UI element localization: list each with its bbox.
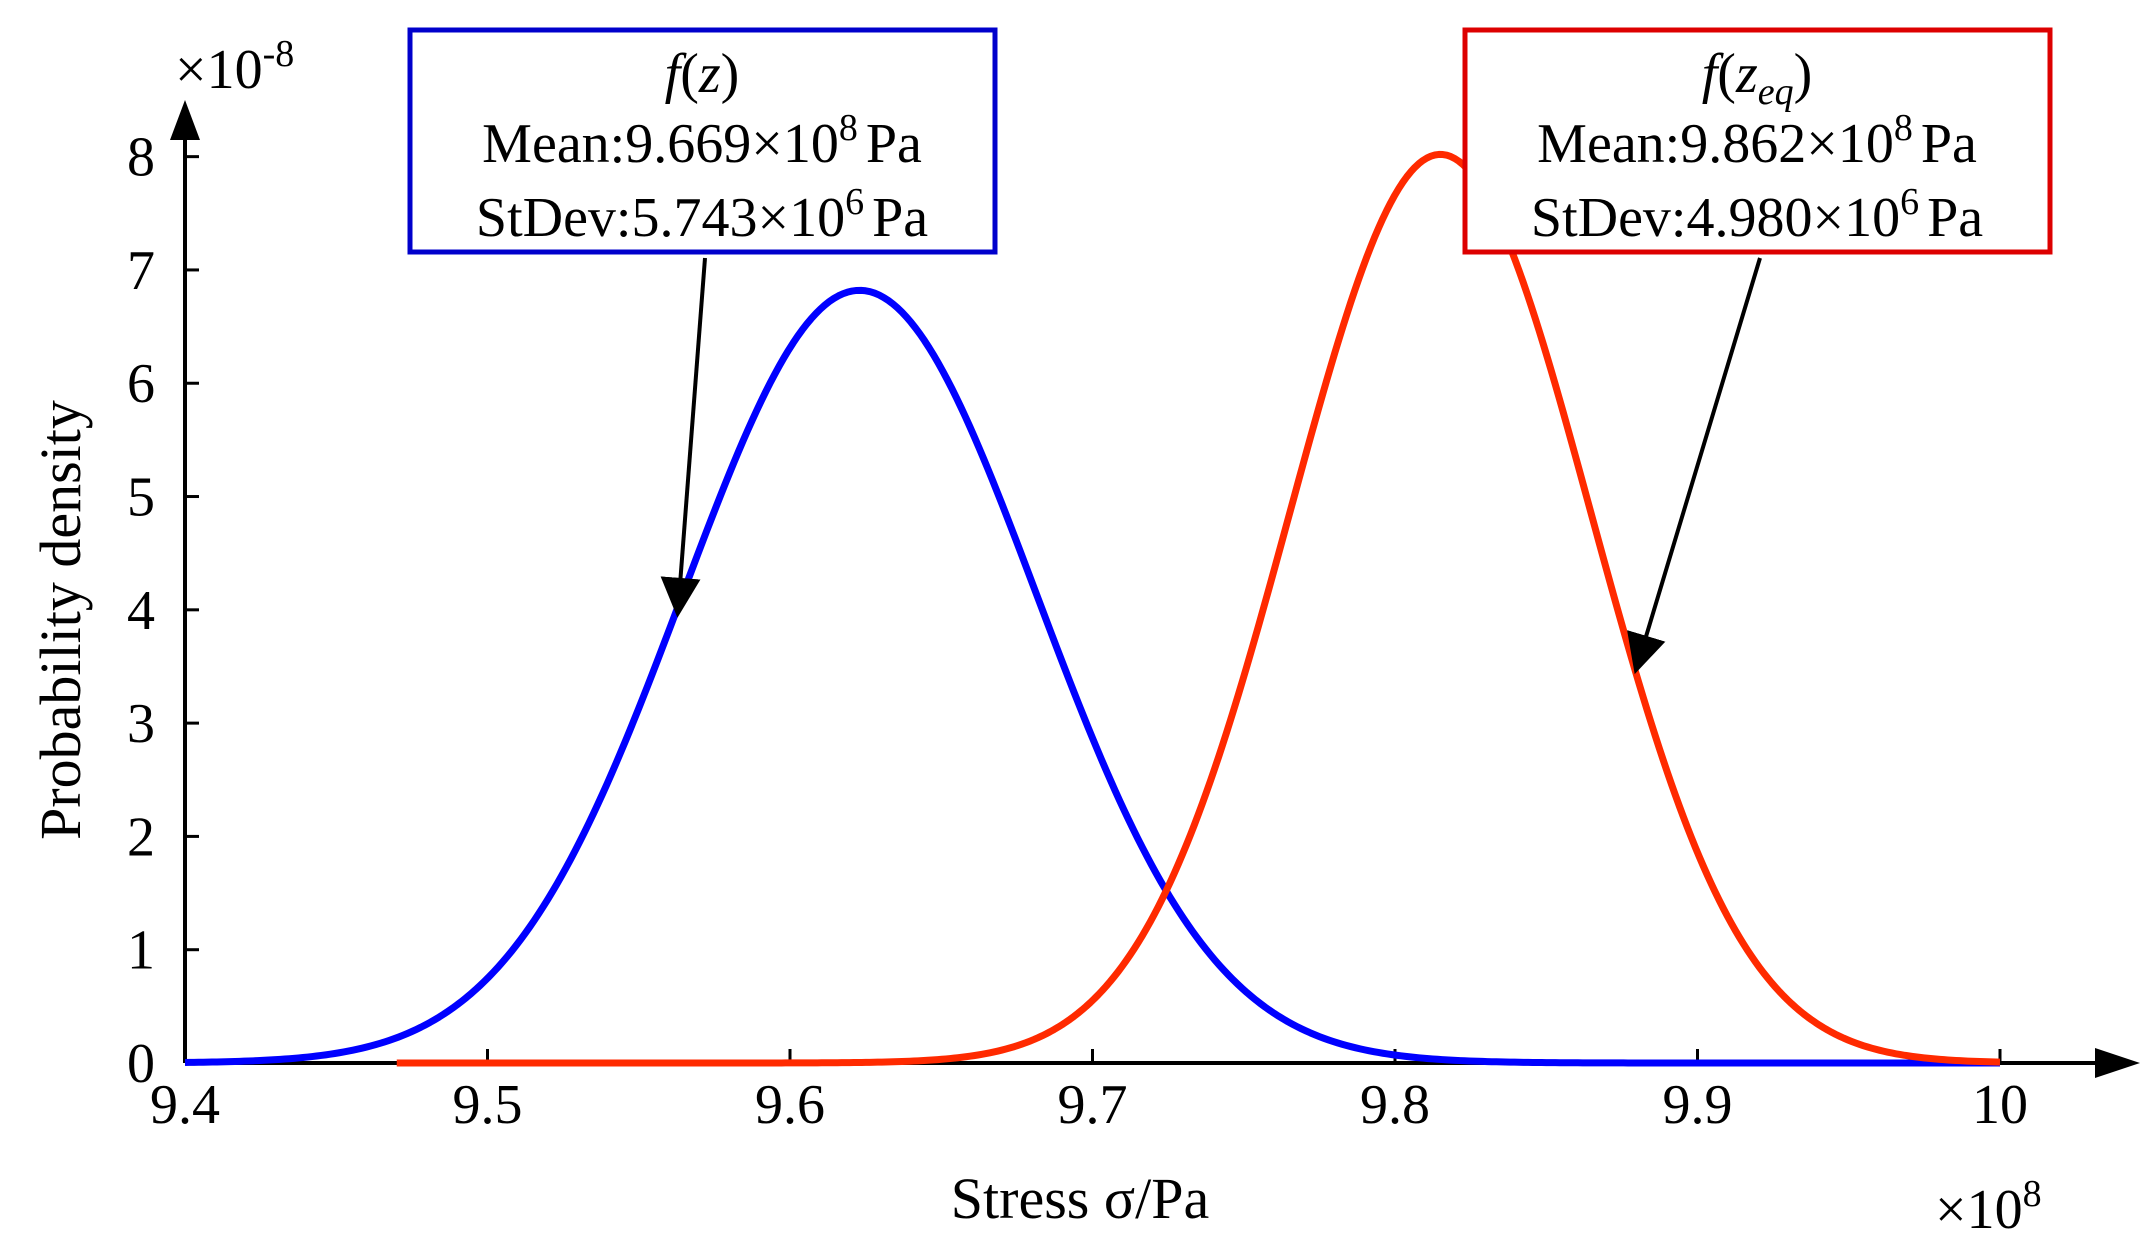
annotation-title-fz: f(z)	[665, 43, 740, 105]
y-tick-label: 2	[127, 806, 155, 868]
annotation-arrow-fz	[660, 257, 707, 618]
x-tick-label: 9.9	[1663, 1074, 1733, 1136]
annotation-frame-fz	[407, 27, 998, 255]
y-tick-label: 7	[127, 240, 155, 302]
annotation-mean-fzeq: Mean:9.862×108 Pa	[1537, 107, 1977, 175]
x-tick-label: 9.8	[1360, 1074, 1430, 1136]
y-tick-label: 6	[127, 353, 155, 415]
annotation-frame-fzeq	[1462, 27, 2053, 255]
series-line-fz	[184, 286, 2000, 1067]
y-tick-label: 3	[127, 693, 155, 755]
x-axis-arrow	[2095, 1048, 2140, 1078]
y-tick-label: 4	[127, 580, 155, 642]
x-tick-label: 9.5	[453, 1074, 523, 1136]
x-multiplier: ×108	[1935, 1173, 2042, 1241]
ticks: 9.4 9.5 9.6 9.7 9.8 9.9 10 0 1 2 3 4 5 6 7 8	[127, 127, 2028, 1136]
series-line-fzeq	[396, 150, 2001, 1067]
y-tick-label: 0	[127, 1033, 155, 1095]
x-tick-label: 10	[1972, 1074, 2028, 1136]
curves	[184, 150, 2001, 1067]
x-tick-label: 9.4	[150, 1074, 220, 1136]
x-axis-title: Stress σ/Pa	[951, 1166, 1209, 1231]
y-axis-arrow	[170, 100, 200, 140]
annotation-std-fzeq: StDev:4.980×106 Pa	[1531, 181, 1983, 249]
annotation-mean-fz: Mean:9.669×108 Pa	[482, 107, 922, 175]
y-tick-label: 5	[127, 467, 155, 529]
annotation-box-fz: f(z) Mean:9.669×108 Pa StDev:5.743×106 Pa	[407, 27, 998, 255]
y-axis-title: Probability density	[28, 400, 93, 840]
annotation-std-fz: StDev:5.743×106 Pa	[476, 181, 928, 249]
y-multiplier: ×10-8	[175, 33, 294, 101]
annotation-title-fzeq: f(zeq)	[1702, 43, 1813, 113]
x-tick-label: 9.7	[1058, 1074, 1128, 1136]
x-tick-label: 9.6	[755, 1074, 825, 1136]
annotation-arrow-fzeq	[1627, 257, 1762, 675]
y-tick-label: 1	[127, 920, 155, 982]
y-tick-label: 8	[127, 127, 155, 189]
annotation-box-fzeq: f(zeq) Mean:9.862×108 Pa StDev:4.980×106 P…	[1462, 27, 2053, 255]
